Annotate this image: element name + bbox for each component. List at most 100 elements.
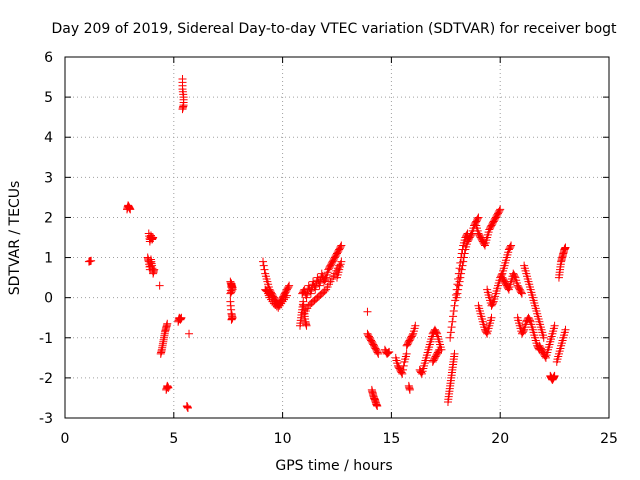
- y-tick-label: 2: [44, 210, 53, 226]
- data-points: [84, 75, 570, 412]
- data-point: [474, 213, 483, 222]
- data-point: [467, 230, 476, 239]
- data-point: [275, 301, 284, 310]
- data-point: [282, 291, 291, 300]
- x-axis-title: GPS time / hours: [275, 458, 392, 474]
- data-point: [263, 287, 272, 296]
- data-point: [266, 295, 275, 304]
- data-point: [487, 313, 496, 322]
- data-point: [454, 285, 463, 294]
- data-point: [402, 349, 411, 358]
- data-point: [385, 347, 394, 356]
- data-point: [482, 328, 491, 337]
- data-point: [510, 272, 519, 281]
- data-point: [453, 289, 462, 298]
- data-point: [454, 281, 463, 290]
- data-point: [450, 349, 459, 358]
- x-tick-label: 0: [61, 431, 70, 447]
- data-point: [541, 352, 550, 361]
- data-point: [480, 240, 489, 249]
- data-point: [457, 265, 466, 274]
- data-point: [561, 325, 570, 334]
- data-point: [177, 313, 186, 322]
- data-point: [126, 205, 135, 214]
- data-point: [405, 385, 414, 394]
- data-point: [373, 401, 382, 410]
- data-point: [457, 269, 466, 278]
- x-tick-label: 10: [274, 431, 292, 447]
- data-point: [399, 361, 408, 370]
- data-point: [449, 307, 458, 316]
- data-point: [284, 282, 293, 291]
- y-tick-label: -1: [39, 331, 53, 347]
- data-point: [274, 303, 283, 312]
- data-point: [473, 214, 482, 223]
- data-point: [550, 371, 559, 380]
- plot-frame: [64, 56, 610, 419]
- data-point: [337, 257, 346, 266]
- data-point: [185, 329, 194, 338]
- data-point: [178, 105, 187, 114]
- data-point: [517, 288, 526, 297]
- y-tick-label: -3: [39, 411, 53, 427]
- data-point: [495, 206, 504, 215]
- data-point: [455, 277, 464, 286]
- data-point: [411, 321, 420, 330]
- y-tick-label: 0: [44, 291, 53, 307]
- data-point: [265, 293, 274, 302]
- data-point: [550, 321, 559, 330]
- data-point: [517, 289, 526, 298]
- data-point: [337, 241, 346, 250]
- data-point: [488, 299, 497, 308]
- y-axis-title: SDTVAR / TECUs: [7, 181, 23, 296]
- data-point: [408, 331, 417, 340]
- data-point: [506, 242, 515, 251]
- data-point: [450, 301, 459, 310]
- data-point: [363, 307, 372, 316]
- data-point: [306, 289, 315, 298]
- data-point: [519, 327, 528, 336]
- data-point: [449, 312, 458, 321]
- data-point: [277, 299, 286, 308]
- data-point: [264, 289, 273, 298]
- data-point: [446, 328, 455, 337]
- data-point: [320, 286, 329, 295]
- y-tick-label: 5: [44, 90, 53, 106]
- data-point: [260, 265, 269, 274]
- data-point: [448, 317, 457, 326]
- data-point: [280, 295, 289, 304]
- data-point: [150, 265, 159, 274]
- data-point: [384, 348, 393, 357]
- y-tick-label: 1: [44, 251, 53, 267]
- data-point: [417, 368, 426, 377]
- data-point: [374, 349, 383, 358]
- data-point: [432, 328, 441, 337]
- data-point: [264, 291, 273, 300]
- data-point: [446, 333, 455, 342]
- x-tick-label: 5: [169, 431, 178, 447]
- data-point: [539, 333, 548, 342]
- data-point: [496, 205, 505, 214]
- data-point: [315, 281, 324, 290]
- data-point: [285, 281, 294, 290]
- x-tick-label: 20: [491, 431, 509, 447]
- data-point: [399, 365, 408, 374]
- data-point: [398, 369, 407, 378]
- data-point: [458, 261, 467, 270]
- data-point: [525, 316, 534, 325]
- data-point: [164, 383, 173, 392]
- data-point: [507, 241, 516, 250]
- data-point: [149, 233, 158, 242]
- data-point: [302, 321, 311, 330]
- data-point: [228, 283, 237, 292]
- data-point: [373, 348, 382, 357]
- data-point: [383, 349, 392, 358]
- chart-title: Day 209 of 2019, Sidereal Day-to-day VTE…: [51, 21, 617, 37]
- data-point: [456, 273, 465, 282]
- y-tick-label: 4: [44, 130, 53, 146]
- data-point: [278, 297, 287, 306]
- data-point: [459, 253, 468, 262]
- data-point: [435, 345, 444, 354]
- y-tick-label: -2: [39, 371, 53, 387]
